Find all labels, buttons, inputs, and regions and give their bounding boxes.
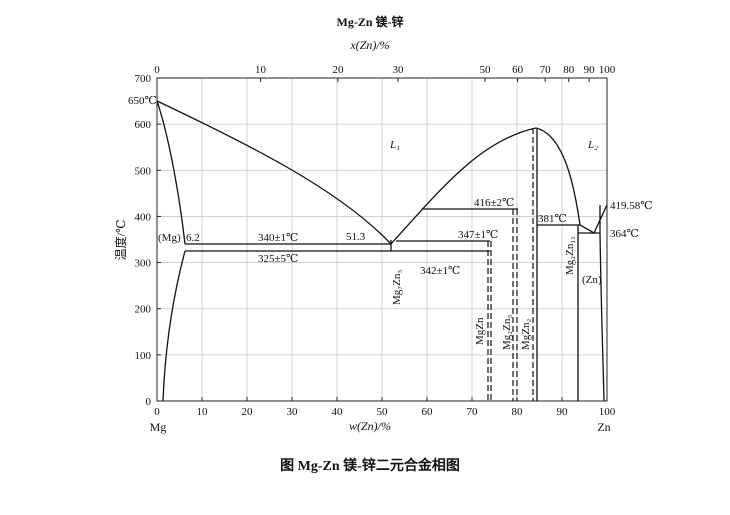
annotation: 325±5℃ — [258, 253, 298, 265]
solvus-mg — [162, 250, 186, 402]
x-tick-label: 80 — [512, 406, 524, 418]
top-tick-label: 30 — [392, 64, 404, 76]
annotation: 364℃ — [610, 228, 639, 240]
annotation: 340±1℃ — [258, 232, 298, 244]
annotation: 6.2 — [186, 232, 200, 244]
title: Mg-Zn 镁-锌 — [337, 14, 404, 29]
top-tick-label: 50 — [480, 64, 492, 76]
annotation: MgZn₂ — [520, 319, 532, 351]
y-tick-label: 700 — [135, 73, 152, 85]
x-tick-label: 60 — [422, 406, 434, 418]
mg-end-label: Mg — [150, 420, 167, 434]
top-tick-label: 0 — [154, 64, 160, 76]
y-tick-label: 500 — [135, 165, 152, 177]
bottom-axis-label: w(Zn)/% — [349, 419, 391, 433]
top-tick-label: 20 — [332, 64, 344, 76]
annotation: 416±2℃ — [474, 197, 514, 209]
x-tick-label: 100 — [599, 406, 616, 418]
top-tick-label: 70 — [540, 64, 552, 76]
annotation: Mg₂Zn₁₁ — [564, 236, 576, 275]
top-tick-label: 90 — [584, 64, 596, 76]
top-tick-label: 100 — [599, 64, 616, 76]
annotation: 342±1℃ — [420, 265, 460, 277]
annotation: L₂ — [587, 139, 598, 151]
top-tick-label: 80 — [563, 64, 575, 76]
annotation: 419.58℃ — [610, 200, 653, 212]
zn-end-label: Zn — [597, 420, 610, 434]
x-tick-label: 0 — [154, 406, 160, 418]
y-tick-label: 600 — [135, 119, 152, 131]
annotation: MgZn — [474, 317, 486, 345]
caption: 图 Mg-Zn 镁-锌二元合金相图 — [280, 457, 460, 474]
y-tick-label: 400 — [135, 211, 152, 223]
annotation: Mg₂Zn₃ — [501, 315, 513, 350]
annotation: (Zn) — [582, 274, 602, 286]
liquidus-mid — [390, 127, 537, 245]
annotations: 650℃ (Mg) 6.2 340±1℃ 51.3 325±5℃ L₁ L₂ 4… — [128, 95, 653, 350]
x-tick-label: 50 — [377, 406, 389, 418]
x-tick-label: 30 — [287, 406, 299, 418]
annotation: 381℃ — [538, 213, 567, 225]
top-tick-label: 60 — [512, 64, 524, 76]
left-axis-label: 温度/℃ — [113, 220, 128, 261]
phase-lines — [156, 100, 608, 402]
annotation: L₁ — [389, 139, 400, 151]
y-tick-label: 300 — [135, 258, 152, 270]
top-tick-label: 10 — [255, 64, 267, 76]
y-tick-label: 0 — [146, 396, 152, 408]
y-tick-label: 200 — [135, 304, 152, 316]
top-axis-label: x(Zn)/% — [349, 38, 389, 52]
y-tick-label: 100 — [135, 350, 152, 362]
annotation: (Mg) — [158, 232, 181, 244]
solvus-zn — [599, 232, 605, 402]
annotation: 347±1℃ — [458, 229, 498, 241]
liquidus-mg — [156, 100, 392, 245]
x-tick-label: 70 — [467, 406, 479, 418]
x-tick-label: 40 — [332, 406, 344, 418]
solidus-mg — [156, 100, 186, 245]
grid — [156, 77, 608, 402]
x-tick-label: 20 — [242, 406, 254, 418]
annotation: 650℃ — [128, 95, 157, 107]
annotation: 51.3 — [346, 231, 366, 243]
x-tick-label: 90 — [557, 406, 569, 418]
annotation: Mg₇Zn₃ — [391, 270, 403, 305]
x-tick-label: 10 — [197, 406, 209, 418]
ticks: 0 10 20 30 40 50 60 70 80 90 100010020030040050060… — [135, 64, 616, 418]
